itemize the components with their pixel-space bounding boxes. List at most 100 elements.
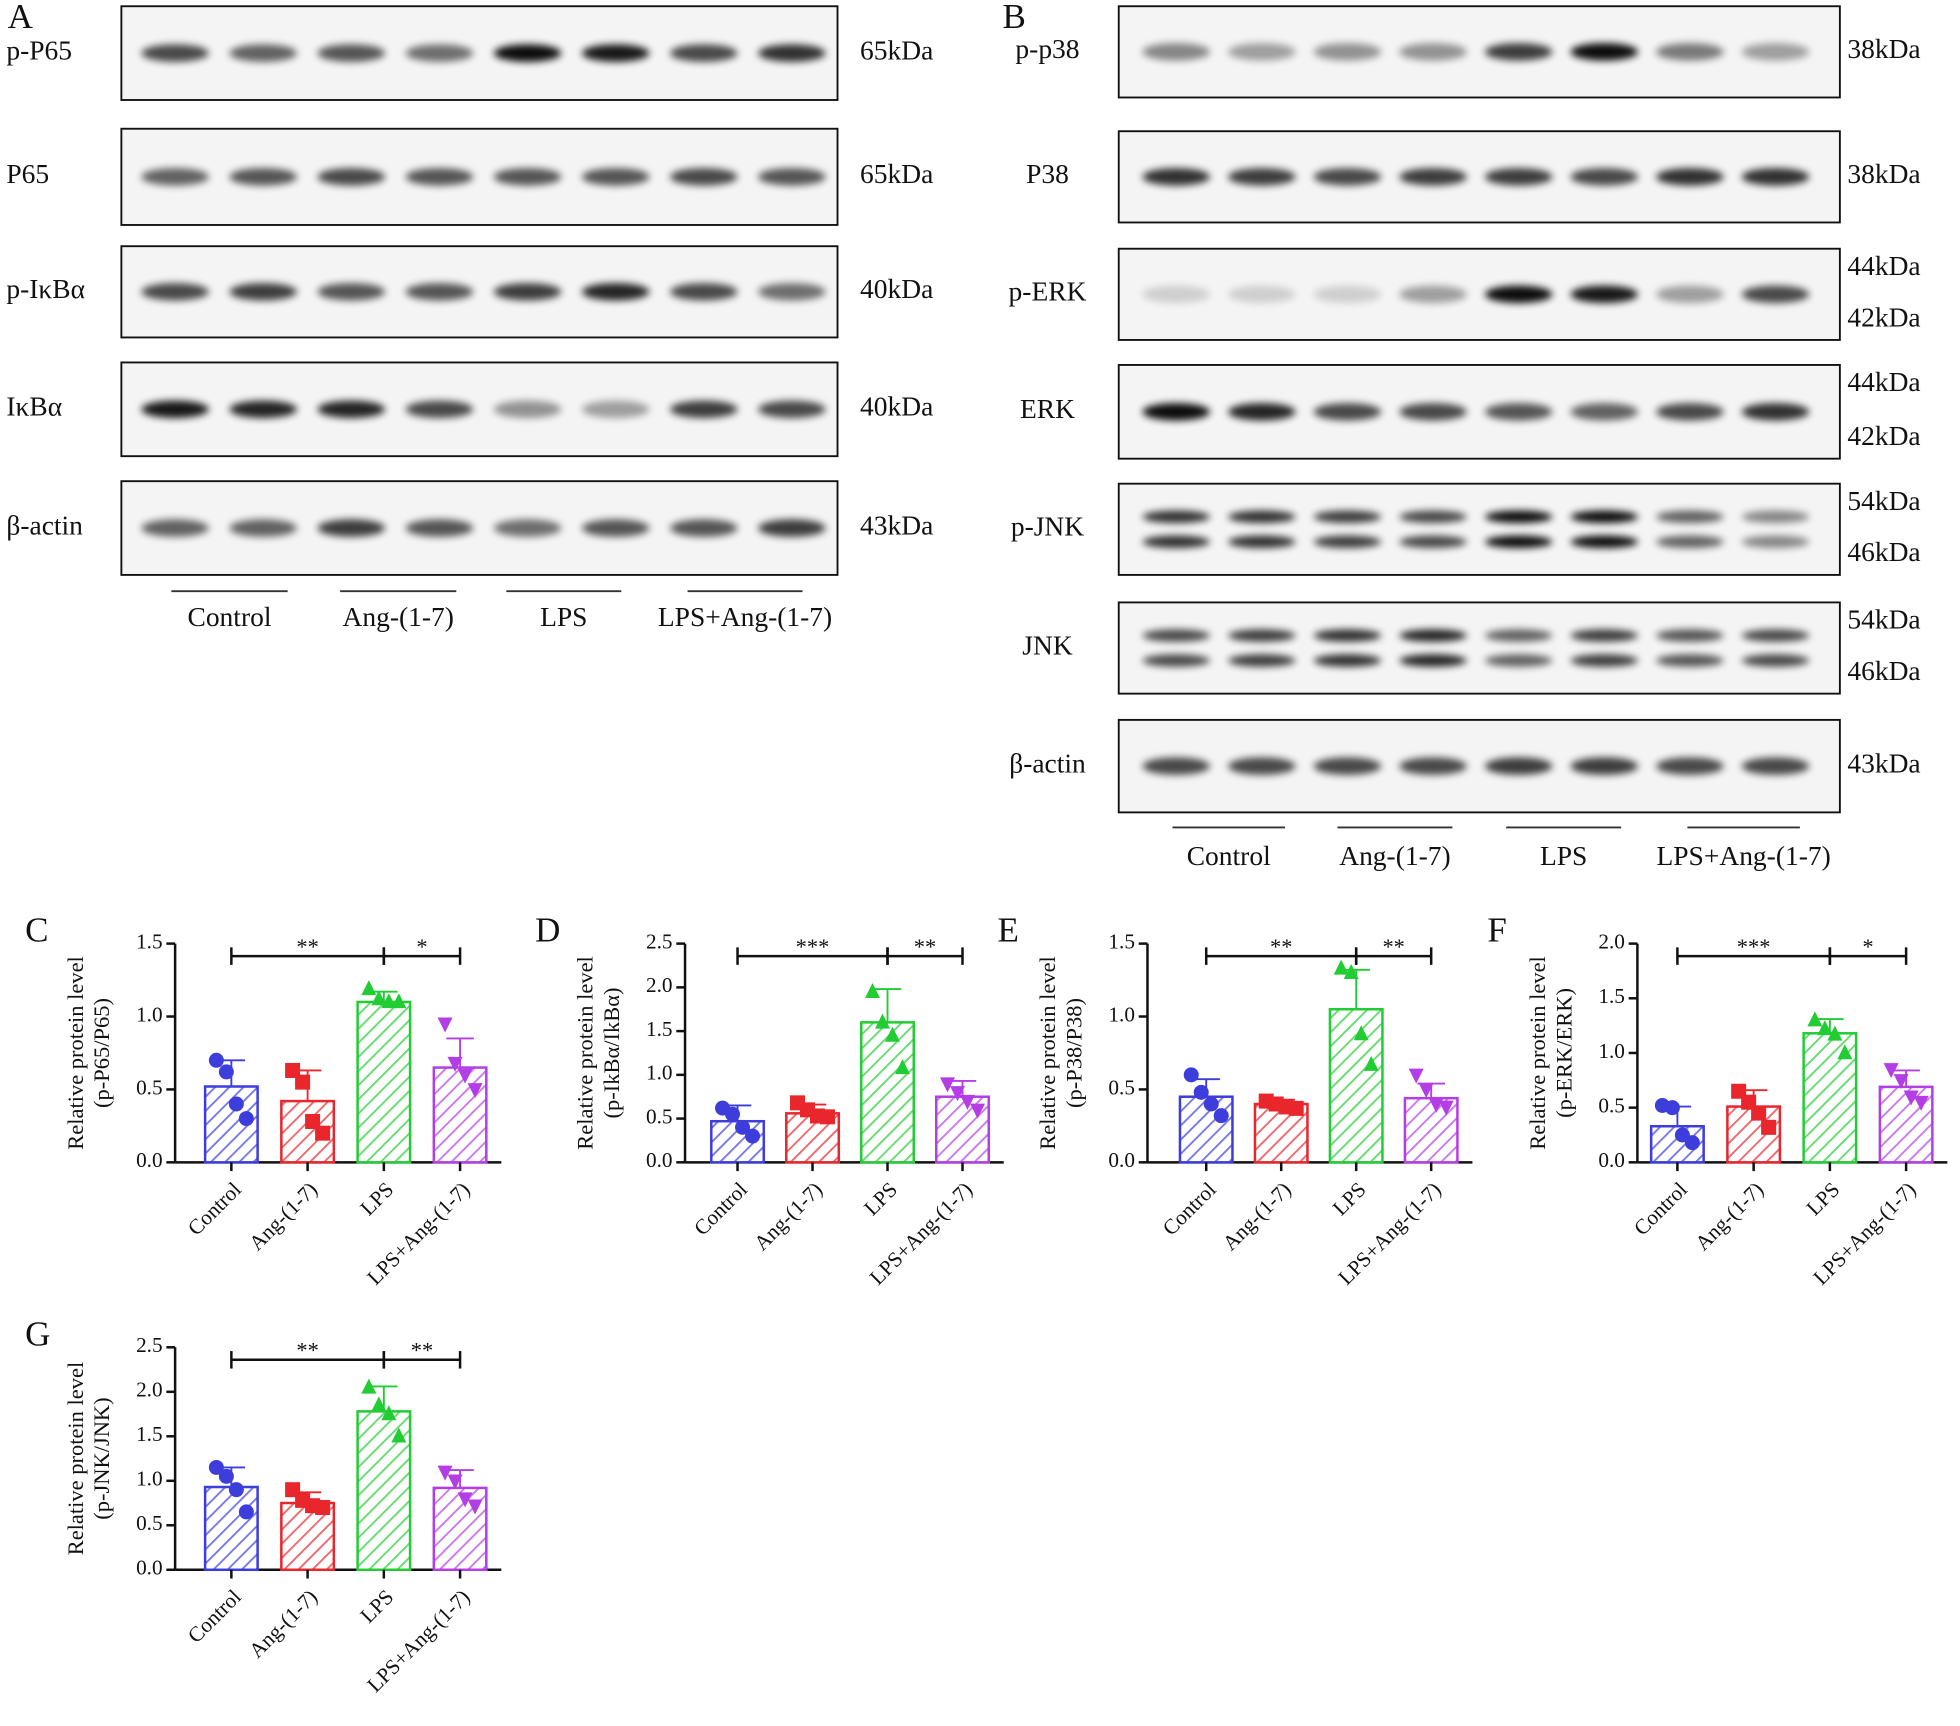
y-tick-label: 2.5 bbox=[646, 929, 673, 953]
molecular-weight: 42kDa bbox=[1847, 302, 1920, 332]
group-label: Control bbox=[1187, 841, 1271, 871]
blot-band bbox=[405, 283, 474, 301]
significance-label: *** bbox=[1737, 934, 1771, 959]
y-axis-label: Relative protein level bbox=[1525, 956, 1550, 1150]
data-point bbox=[208, 1052, 224, 1068]
data-point bbox=[950, 1086, 966, 1102]
data-point bbox=[735, 1119, 751, 1135]
significance-label: ** bbox=[296, 934, 318, 959]
blot-band bbox=[1656, 654, 1724, 667]
blot-band bbox=[229, 519, 297, 537]
data-point bbox=[457, 1492, 473, 1508]
blot-band bbox=[1656, 510, 1724, 524]
molecular-weight: 46kDa bbox=[1847, 656, 1920, 686]
data-point bbox=[1913, 1095, 1929, 1111]
blot-band bbox=[1484, 403, 1553, 421]
panel-letter: E bbox=[997, 911, 1018, 950]
y-tick-label: 0.5 bbox=[646, 1104, 673, 1128]
data-point bbox=[218, 1064, 234, 1080]
blot-band bbox=[1399, 535, 1467, 549]
blot-band bbox=[1656, 629, 1724, 642]
blot-band bbox=[1142, 629, 1210, 642]
blot-band bbox=[758, 400, 826, 419]
significance-bracket bbox=[1828, 947, 1908, 965]
blot-band bbox=[1741, 535, 1810, 549]
blot-band bbox=[1484, 629, 1553, 642]
y-tick-label: 0.0 bbox=[1598, 1148, 1625, 1172]
blot-band bbox=[1570, 510, 1639, 524]
blot-band bbox=[1228, 168, 1296, 186]
y-tick-label: 0.0 bbox=[136, 1556, 163, 1580]
y-tick-label: 2.0 bbox=[646, 973, 673, 997]
data-point bbox=[1903, 1090, 1919, 1106]
blot-band bbox=[1656, 285, 1724, 304]
blot-band bbox=[581, 168, 650, 186]
bar bbox=[860, 1021, 916, 1164]
blot-band bbox=[405, 519, 474, 537]
blot-band bbox=[1484, 654, 1553, 667]
y-tick-label: 1.0 bbox=[1598, 1039, 1625, 1063]
blot-band bbox=[1228, 629, 1296, 642]
blot-band bbox=[141, 168, 209, 186]
blot-band bbox=[670, 44, 738, 62]
data-point bbox=[381, 993, 397, 1009]
data-point bbox=[725, 1106, 741, 1122]
blot-band bbox=[141, 519, 209, 537]
blot-band bbox=[1228, 285, 1296, 304]
y-axis-label: (p-IkBα/IkBα) bbox=[599, 987, 624, 1118]
blot-band bbox=[1228, 757, 1296, 775]
significance-bracket bbox=[886, 947, 964, 965]
blot-band bbox=[1484, 535, 1553, 549]
blot-band bbox=[1399, 403, 1467, 421]
data-point bbox=[895, 1059, 911, 1075]
molecular-weight: 46kDa bbox=[1847, 537, 1920, 567]
data-point bbox=[315, 1499, 331, 1515]
blot-band bbox=[493, 44, 562, 62]
data-point bbox=[437, 1017, 453, 1033]
data-point bbox=[1353, 1025, 1369, 1041]
blot-band bbox=[581, 400, 650, 419]
blot-band bbox=[1313, 403, 1382, 421]
y-axis-label: Relative protein level bbox=[573, 956, 598, 1150]
blot-frame bbox=[1117, 364, 1841, 460]
molecular-weight: 43kDa bbox=[860, 510, 933, 540]
error-bar bbox=[446, 1037, 474, 1068]
group-label: LPS+Ang-(1-7) bbox=[1656, 841, 1830, 871]
data-point bbox=[1213, 1108, 1229, 1124]
blot-band bbox=[405, 44, 474, 62]
y-axis-label: (p-ERK/ERK) bbox=[1551, 988, 1576, 1118]
blot-band bbox=[581, 283, 650, 301]
molecular-weight: 65kDa bbox=[860, 35, 933, 65]
y-tick-label: 1.5 bbox=[136, 1422, 163, 1446]
bar bbox=[1878, 1085, 1934, 1164]
blot-band bbox=[1228, 654, 1296, 667]
y-axis-label: Relative protein level bbox=[63, 1362, 88, 1556]
data-point bbox=[238, 1504, 254, 1520]
blot-band bbox=[1570, 403, 1639, 421]
error-bar bbox=[873, 988, 902, 1023]
y-tick-label: 0.5 bbox=[136, 1075, 163, 1099]
blot-band bbox=[493, 168, 562, 186]
data-point bbox=[1684, 1135, 1700, 1151]
blot-label: P65 bbox=[6, 159, 49, 189]
y-tick-label: 0.5 bbox=[1598, 1094, 1625, 1118]
blot-band bbox=[670, 519, 738, 537]
error-bar bbox=[370, 990, 398, 1002]
blot-band bbox=[1741, 403, 1810, 421]
y-tick-label: 2.5 bbox=[136, 1333, 163, 1357]
group-label: Control bbox=[187, 602, 271, 632]
y-axis-label: Relative protein level bbox=[63, 956, 88, 1150]
data-point bbox=[295, 1074, 311, 1090]
significance-bracket bbox=[1354, 947, 1433, 965]
data-point bbox=[1363, 1055, 1379, 1071]
bar bbox=[203, 1485, 259, 1572]
molecular-weight: 38kDa bbox=[1847, 159, 1920, 189]
data-point bbox=[315, 1125, 331, 1141]
blot-band bbox=[1228, 510, 1296, 524]
data-point bbox=[1288, 1100, 1304, 1116]
data-point bbox=[1751, 1105, 1767, 1121]
group-label: Ang-(1-7) bbox=[1339, 841, 1450, 871]
data-point bbox=[1893, 1074, 1909, 1090]
data-point bbox=[381, 1405, 397, 1421]
data-point bbox=[820, 1109, 836, 1125]
